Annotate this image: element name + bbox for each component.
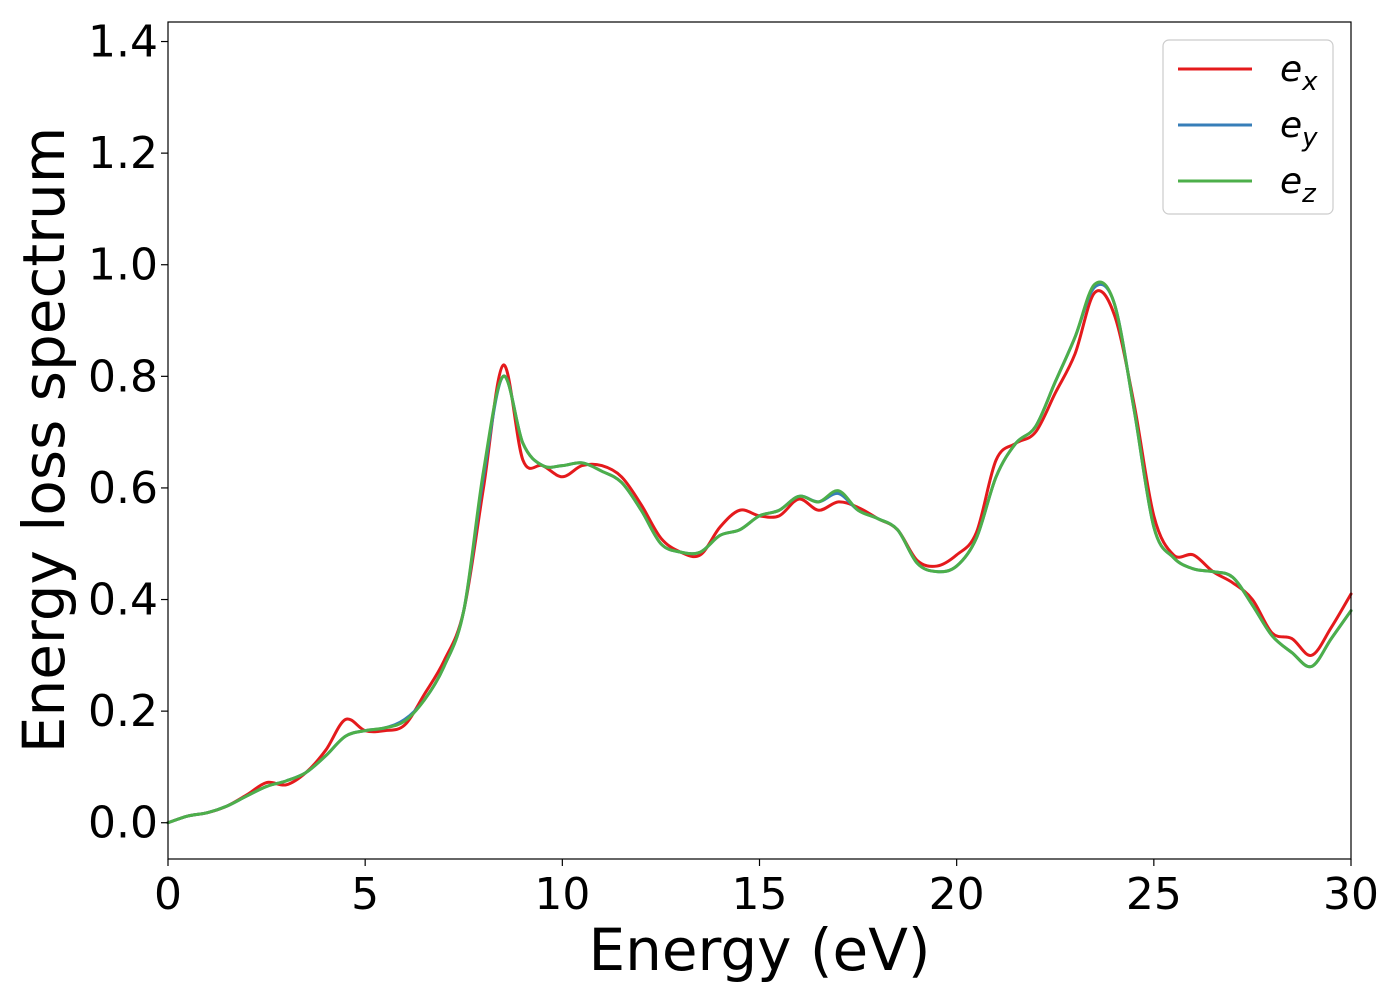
series-line-z [166, 280, 1353, 825]
legend-box [1162, 39, 1334, 215]
y-tick-label: 0.8 [88, 351, 158, 402]
x-tick-label: 15 [732, 869, 788, 920]
x-tick-label: 30 [1323, 869, 1379, 920]
x-axis-ticks: 0 5 10 15 20 25 30 [154, 859, 1379, 920]
y-tick-label: 0.4 [88, 575, 158, 626]
legend-label-y: ey [1280, 105, 1318, 153]
x-tick-label: 25 [1126, 869, 1182, 920]
y-tick-label: 1.4 [88, 17, 158, 68]
legend: ex ey ez [1162, 39, 1334, 215]
legend-label-z: ez [1280, 161, 1317, 209]
y-tick-label: 0.2 [88, 686, 158, 737]
x-tick-label: 20 [929, 869, 985, 920]
y-tick-label: 0.0 [88, 798, 158, 849]
x-axis-title: Energy (eV) [588, 916, 930, 984]
x-tick-label: 10 [534, 869, 590, 920]
x-tick-label: 5 [351, 869, 379, 920]
y-axis-ticks: 0.0 0.2 0.4 0.6 0.8 1.0 1.2 1.4 [88, 17, 168, 849]
series-layer [166, 280, 1353, 825]
y-tick-label: 1.2 [88, 128, 158, 179]
legend-label-x: ex [1280, 49, 1318, 97]
x-tick-label: 0 [154, 869, 182, 920]
y-tick-label: 0.6 [88, 463, 158, 514]
series-line-x [166, 289, 1353, 825]
y-axis-title: Energy loss spectrum [10, 127, 78, 753]
plot-background [168, 22, 1351, 859]
y-tick-label: 1.0 [88, 240, 158, 291]
